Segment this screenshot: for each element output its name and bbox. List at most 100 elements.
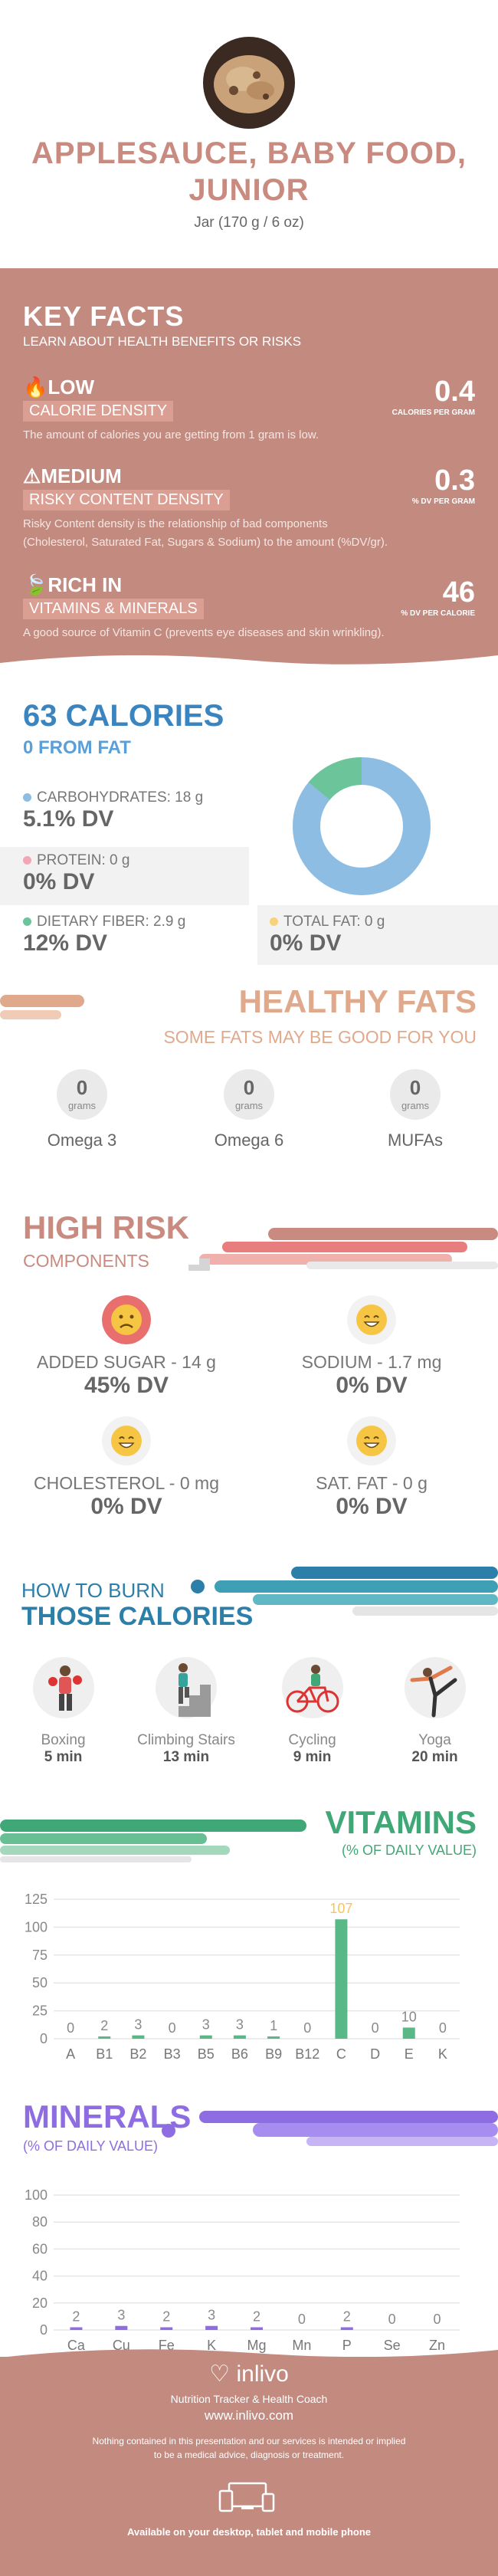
key-facts-subtitle: LEARN ABOUT HEALTH BENEFITS OR RISKS [23,334,302,349]
from-fat-label: 0 FROM FAT [23,737,131,758]
x-tick-label: Mn [292,2338,311,2353]
bar-Mg [251,2327,263,2330]
stairs-icon [179,1663,211,1717]
data-label: 0 [303,2020,311,2036]
minerals-bar-chart: 0 20 40 60 80 100 2 Ca 3 Cu 2 Fe 3 K 2 Mg 0 Mn 2 P 0 Se 0 Zn [25,2187,460,2353]
happy-face-icon [102,1416,151,1465]
activity-boxing: Boxing 5 min [15,1657,111,1766]
x-tick-label: B3 [164,2046,181,2062]
y-tick-label: 25 [32,2003,48,2019]
x-tick-label: Cu [113,2338,130,2353]
data-label: 2 [100,2018,108,2033]
activity-cycling: Cycling 9 min [264,1657,360,1766]
y-tick-label: 125 [25,1892,48,1907]
data-label: 0 [67,2020,74,2036]
warning-icon: ⚠ [23,464,41,487]
x-tick-label: B12 [295,2046,319,2062]
high-risk-subtitle: COMPONENTS [23,1251,149,1271]
totalfat-band [257,905,498,965]
decor-stripes-risk [176,1228,498,1271]
data-label: 0 [298,2312,306,2327]
totalfat-stat: TOTAL FAT: 0 g 0% DV [270,914,385,956]
bar-Ca [70,2327,83,2330]
decor-stripes-left [0,995,84,1019]
data-label: 3 [208,2308,215,2323]
data-label: 0 [439,2020,447,2036]
fat-omega6: 0 grams Omega 6 [203,1069,295,1150]
x-tick-label: C [336,2046,346,2062]
key-facts-section [0,268,498,655]
risk-sat-fat: SAT. FAT - 0 g 0% DV [268,1416,475,1520]
x-tick-label: P [342,2338,352,2353]
protein-dot-icon [23,856,31,865]
risk-cholesterol: CHOLESTEROL - 0 mg 0% DV [23,1416,230,1520]
fat-mufas: 0 grams MUFAs [369,1069,461,1150]
bar-Cu [115,2325,128,2330]
fact-vitamins: 🍃RICH IN VITAMINS & MINERALS A good sour… [23,573,385,639]
y-tick-label: 80 [32,2214,48,2230]
footer-url[interactable]: www.inlivo.com [204,2408,294,2423]
data-label: 107 [329,1901,352,1916]
x-tick-label: Se [384,2338,401,2353]
x-tick-label: K [438,2046,447,2062]
wave-bottom [0,648,498,665]
bar-B1 [98,2036,111,2039]
high-risk-title: HIGH RISK [23,1209,190,1245]
bar-B2 [132,2035,145,2039]
data-label: 10 [401,2009,417,2024]
burn-subtitle: THOSE CALORIES [21,1602,254,1631]
x-tick-label: Fe [159,2338,175,2353]
key-facts-title: KEY FACTS [23,300,185,332]
vitamins-bar-chart: 02550751001250A2B13B20B33B53B61B90B12107… [25,1892,460,2062]
happy-face-icon [347,1295,396,1344]
bar-B5 [199,2035,212,2039]
y-tick-label: 100 [25,1919,48,1934]
healthy-fats-title: HEALTHY FATS [238,983,477,1019]
y-tick-label: 20 [32,2295,48,2311]
data-label: 3 [236,2017,244,2033]
leaf-icon: 🍃 [23,573,48,596]
sad-face-icon [102,1295,151,1344]
data-label: 2 [162,2309,170,2324]
bar-P [340,2327,353,2330]
bar-C [335,1919,348,2039]
cycling-icon [286,1665,339,1713]
risk-added-sugar: ADDED SUGAR - 14 g 45% DV [23,1295,230,1399]
bar-B9 [267,2036,280,2039]
fact-calorie-value: 0.4 CALORIES PER GRAM [392,376,475,417]
boxing-icon [48,1665,82,1711]
minerals-title: MINERALS [23,2099,192,2135]
fiber-dot-icon [23,917,31,926]
x-tick-label: Ca [67,2338,86,2353]
macro-donut-chart [293,757,431,895]
x-tick-label: B6 [231,2046,248,2062]
y-tick-label: 75 [32,1948,48,1963]
data-label: 2 [343,2309,351,2324]
y-tick-label: 0 [40,2322,48,2338]
minerals-subtitle: (% OF DAILY VALUE) [23,2138,159,2154]
fact-calorie-density: 🔥LOW CALORIE DENSITY The amount of calor… [23,376,319,441]
data-label: 2 [253,2309,260,2324]
calories-title: 63 CALORIES [23,699,224,733]
brand-logo: ♡ inlivo [209,2361,289,2387]
decor-stripes-burn [191,1567,498,1616]
heart-icon: ♡ [209,2361,231,2387]
protein-stat: PROTEIN: 0 g 0% DV [23,852,130,894]
y-tick-label: 40 [32,2269,48,2284]
bar-K [205,2325,218,2330]
x-tick-label: Zn [429,2338,445,2353]
fact-risky-density: ⚠MEDIUM RISKY CONTENT DENSITY Risky Cont… [23,464,388,549]
risk-sodium: SODIUM - 1.7 mg 0% DV [268,1295,475,1399]
x-tick-label: A [66,2046,75,2062]
data-label: 0 [372,2020,379,2036]
carbs-dot-icon [23,793,31,802]
y-tick-label: 0 [40,2031,48,2046]
activity-stairs: Climbing Stairs 13 min [129,1657,244,1766]
data-label: 1 [270,2018,277,2033]
x-tick-label: D [370,2046,380,2062]
data-label: 0 [388,2312,396,2327]
bar-B6 [233,2035,246,2039]
fat-omega3: 0 grams Omega 3 [36,1069,128,1150]
data-label: 2 [72,2309,80,2324]
bar-Fe [160,2327,173,2330]
